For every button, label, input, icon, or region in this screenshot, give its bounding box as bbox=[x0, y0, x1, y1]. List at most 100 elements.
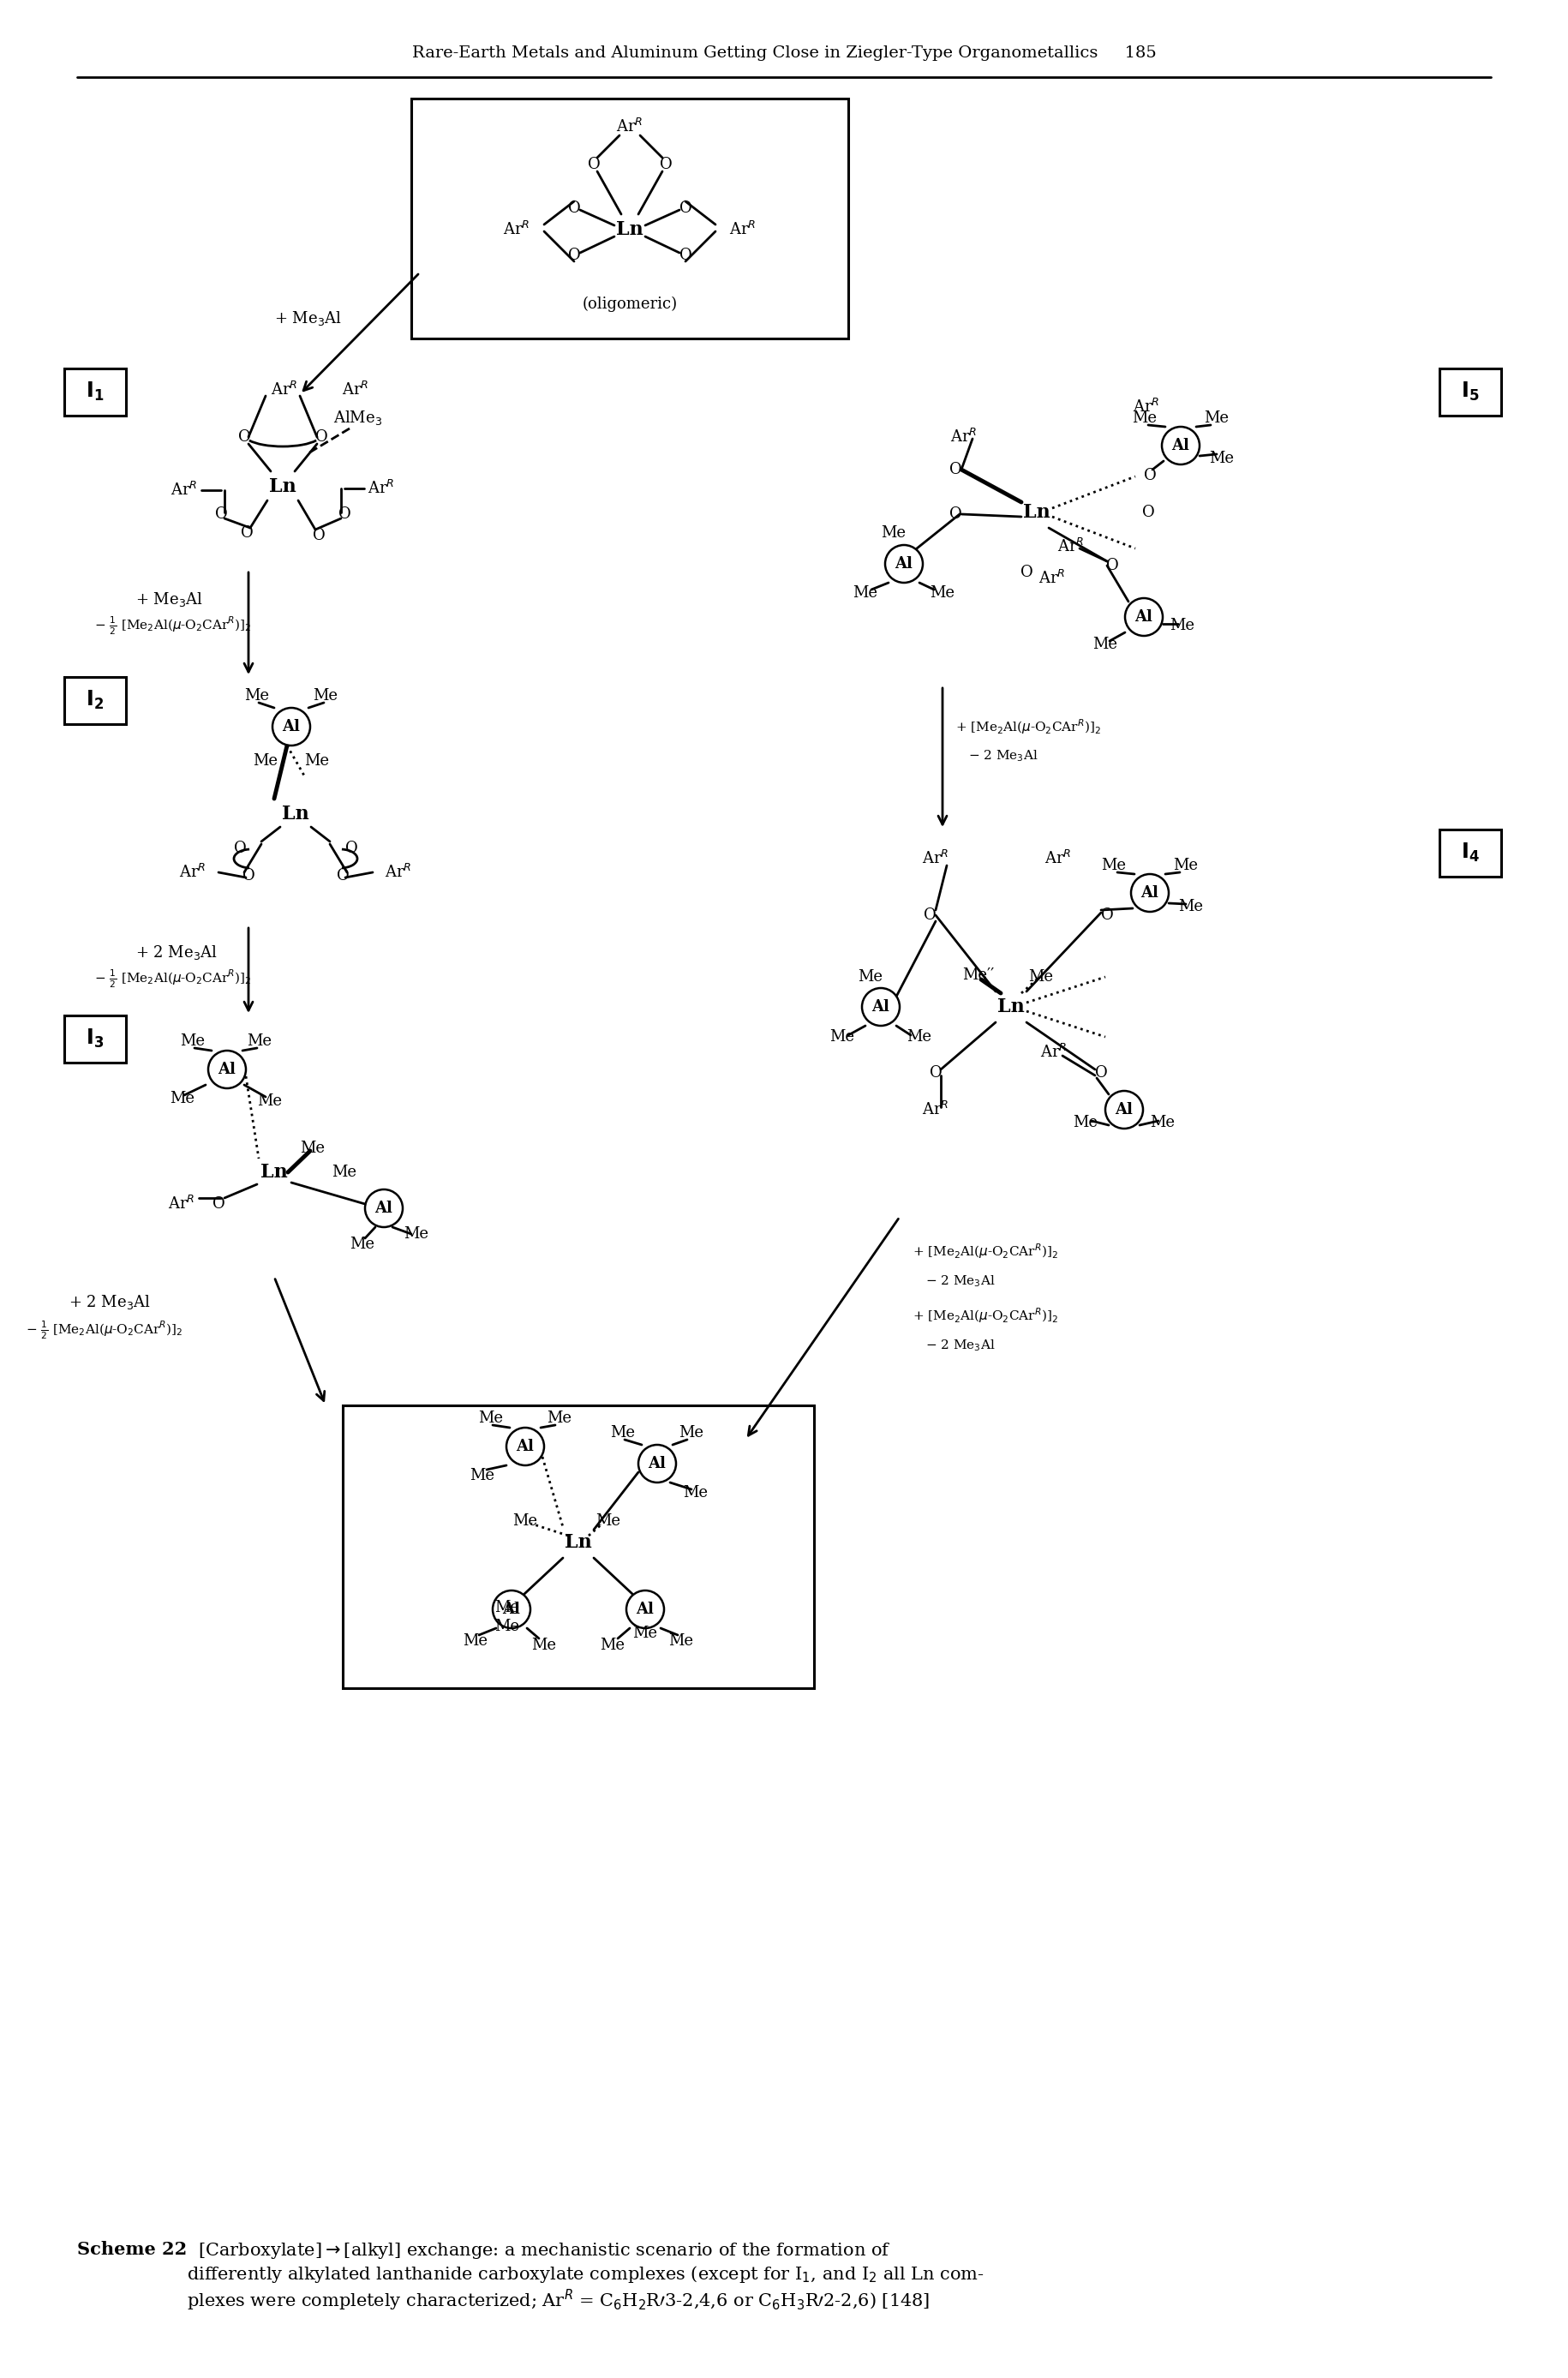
Text: Me: Me bbox=[547, 1410, 572, 1427]
Text: O: O bbox=[240, 526, 252, 540]
Text: O: O bbox=[588, 157, 601, 171]
Bar bbox=[64, 369, 125, 416]
Text: Ar$^R$: Ar$^R$ bbox=[922, 849, 949, 868]
Text: Al: Al bbox=[282, 718, 299, 735]
Text: Al: Al bbox=[1135, 609, 1152, 625]
Text: Ar$^R$: Ar$^R$ bbox=[386, 863, 412, 880]
Text: Me: Me bbox=[881, 526, 906, 540]
Text: O: O bbox=[212, 1196, 224, 1213]
Text: $\mathbf{I_2}$: $\mathbf{I_2}$ bbox=[86, 690, 103, 711]
Text: Ar$^R$: Ar$^R$ bbox=[729, 221, 756, 238]
Text: Me: Me bbox=[495, 1619, 519, 1634]
Text: O: O bbox=[215, 507, 227, 521]
Text: O: O bbox=[1105, 559, 1118, 573]
Text: Me: Me bbox=[495, 1600, 519, 1615]
Text: O: O bbox=[1101, 908, 1113, 923]
Text: O: O bbox=[339, 507, 351, 521]
Text: Ar$^R$: Ar$^R$ bbox=[271, 380, 298, 400]
Circle shape bbox=[1124, 599, 1163, 635]
Text: Me: Me bbox=[858, 970, 883, 984]
Text: Ln: Ln bbox=[1024, 504, 1051, 521]
Text: O: O bbox=[930, 1065, 942, 1080]
Text: Me: Me bbox=[829, 1030, 855, 1044]
Text: Me: Me bbox=[350, 1237, 375, 1251]
Text: Ar$^R$: Ar$^R$ bbox=[179, 863, 207, 880]
Text: + Me$_3$Al: + Me$_3$Al bbox=[274, 309, 342, 328]
Circle shape bbox=[1131, 875, 1168, 911]
Text: O: O bbox=[949, 507, 961, 521]
Text: $-$ 2 Me$_3$Al: $-$ 2 Me$_3$Al bbox=[925, 1339, 996, 1353]
Text: Me: Me bbox=[257, 1094, 282, 1108]
Text: Me: Me bbox=[610, 1424, 635, 1441]
Text: Al: Al bbox=[218, 1061, 237, 1077]
Text: + Me$_3$Al: + Me$_3$Al bbox=[135, 590, 202, 609]
Circle shape bbox=[1162, 426, 1200, 464]
Text: O: O bbox=[241, 868, 254, 885]
Text: (oligomeric): (oligomeric) bbox=[582, 297, 677, 312]
Text: Me: Me bbox=[906, 1030, 931, 1044]
Text: O: O bbox=[924, 908, 936, 923]
Text: Ar$^R$: Ar$^R$ bbox=[616, 119, 643, 136]
Text: Me: Me bbox=[301, 1141, 325, 1156]
Text: Rare-Earth Metals and Aluminum Getting Close in Ziegler-Type Organometallics    : Rare-Earth Metals and Aluminum Getting C… bbox=[412, 45, 1156, 62]
Text: Me: Me bbox=[1093, 637, 1118, 652]
Text: O: O bbox=[1094, 1065, 1107, 1080]
Text: O: O bbox=[679, 200, 691, 216]
Text: $\mathbf{I_3}$: $\mathbf{I_3}$ bbox=[86, 1027, 103, 1049]
Bar bbox=[64, 678, 125, 725]
Text: + [Me$_2$Al($\mu$-O$_2$CAr$^R$)]$_2$: + [Me$_2$Al($\mu$-O$_2$CAr$^R$)]$_2$ bbox=[913, 1241, 1058, 1260]
Text: Me: Me bbox=[304, 754, 329, 768]
Text: Al: Al bbox=[648, 1455, 666, 1472]
Text: $-$ 2 Me$_3$Al: $-$ 2 Me$_3$Al bbox=[967, 749, 1038, 763]
Text: Ar$^R$: Ar$^R$ bbox=[1038, 571, 1066, 587]
Text: Me′′: Me′′ bbox=[963, 968, 994, 982]
Text: O: O bbox=[315, 430, 328, 445]
Text: Me: Me bbox=[1204, 411, 1229, 426]
Text: Me: Me bbox=[670, 1634, 693, 1648]
Text: Me: Me bbox=[684, 1486, 709, 1501]
Text: Me: Me bbox=[248, 1034, 271, 1049]
Text: O: O bbox=[679, 247, 691, 264]
Text: $\mathbf{I_4}$: $\mathbf{I_4}$ bbox=[1461, 842, 1480, 863]
Text: + 2 Me$_3$Al: + 2 Me$_3$Al bbox=[69, 1294, 151, 1313]
Text: Al: Al bbox=[637, 1603, 654, 1617]
Text: O: O bbox=[238, 430, 251, 445]
Text: Ar$^R$: Ar$^R$ bbox=[1044, 849, 1071, 868]
Text: Ln: Ln bbox=[282, 804, 309, 823]
Bar bbox=[1439, 830, 1501, 877]
Text: O: O bbox=[568, 200, 580, 216]
Text: O: O bbox=[1021, 564, 1033, 580]
Text: Me: Me bbox=[1029, 970, 1054, 984]
Text: Ar$^R$: Ar$^R$ bbox=[950, 428, 977, 445]
Text: Me: Me bbox=[314, 687, 339, 704]
Text: Me: Me bbox=[1209, 452, 1234, 466]
Text: Al: Al bbox=[375, 1201, 394, 1215]
Circle shape bbox=[862, 987, 900, 1025]
Text: Me: Me bbox=[513, 1512, 538, 1529]
Text: Ln: Ln bbox=[270, 478, 296, 497]
Text: Ar$^R$: Ar$^R$ bbox=[171, 483, 198, 499]
Text: Al: Al bbox=[1115, 1101, 1134, 1118]
Bar bbox=[1439, 369, 1501, 416]
Text: O: O bbox=[660, 157, 673, 171]
Text: O: O bbox=[345, 842, 358, 856]
Bar bbox=[343, 1405, 814, 1688]
Text: Me: Me bbox=[169, 1092, 194, 1106]
Text: Me: Me bbox=[332, 1165, 358, 1179]
Text: O: O bbox=[234, 842, 246, 856]
Text: O: O bbox=[568, 247, 580, 264]
Text: Me: Me bbox=[1170, 618, 1195, 633]
Text: $-$ $\frac{1}{2}$ [Me$_2$Al($\mu$-O$_2$CAr$^R$)]$_2$: $-$ $\frac{1}{2}$ [Me$_2$Al($\mu$-O$_2$C… bbox=[25, 1320, 183, 1341]
Circle shape bbox=[273, 709, 310, 747]
Text: Me: Me bbox=[601, 1638, 626, 1653]
Text: Me: Me bbox=[1151, 1115, 1174, 1130]
Text: Me: Me bbox=[532, 1638, 557, 1653]
Text: $-$ $\frac{1}{2}$ [Me$_2$Al($\mu$-O$_2$CAr$^R$)]$_2$: $-$ $\frac{1}{2}$ [Me$_2$Al($\mu$-O$_2$C… bbox=[94, 968, 251, 989]
Text: Ln: Ln bbox=[564, 1534, 593, 1553]
Circle shape bbox=[492, 1591, 530, 1629]
Text: O: O bbox=[949, 461, 961, 478]
Text: Me: Me bbox=[1073, 1115, 1098, 1130]
Text: O: O bbox=[337, 868, 350, 885]
Circle shape bbox=[506, 1427, 544, 1465]
Circle shape bbox=[638, 1446, 676, 1481]
